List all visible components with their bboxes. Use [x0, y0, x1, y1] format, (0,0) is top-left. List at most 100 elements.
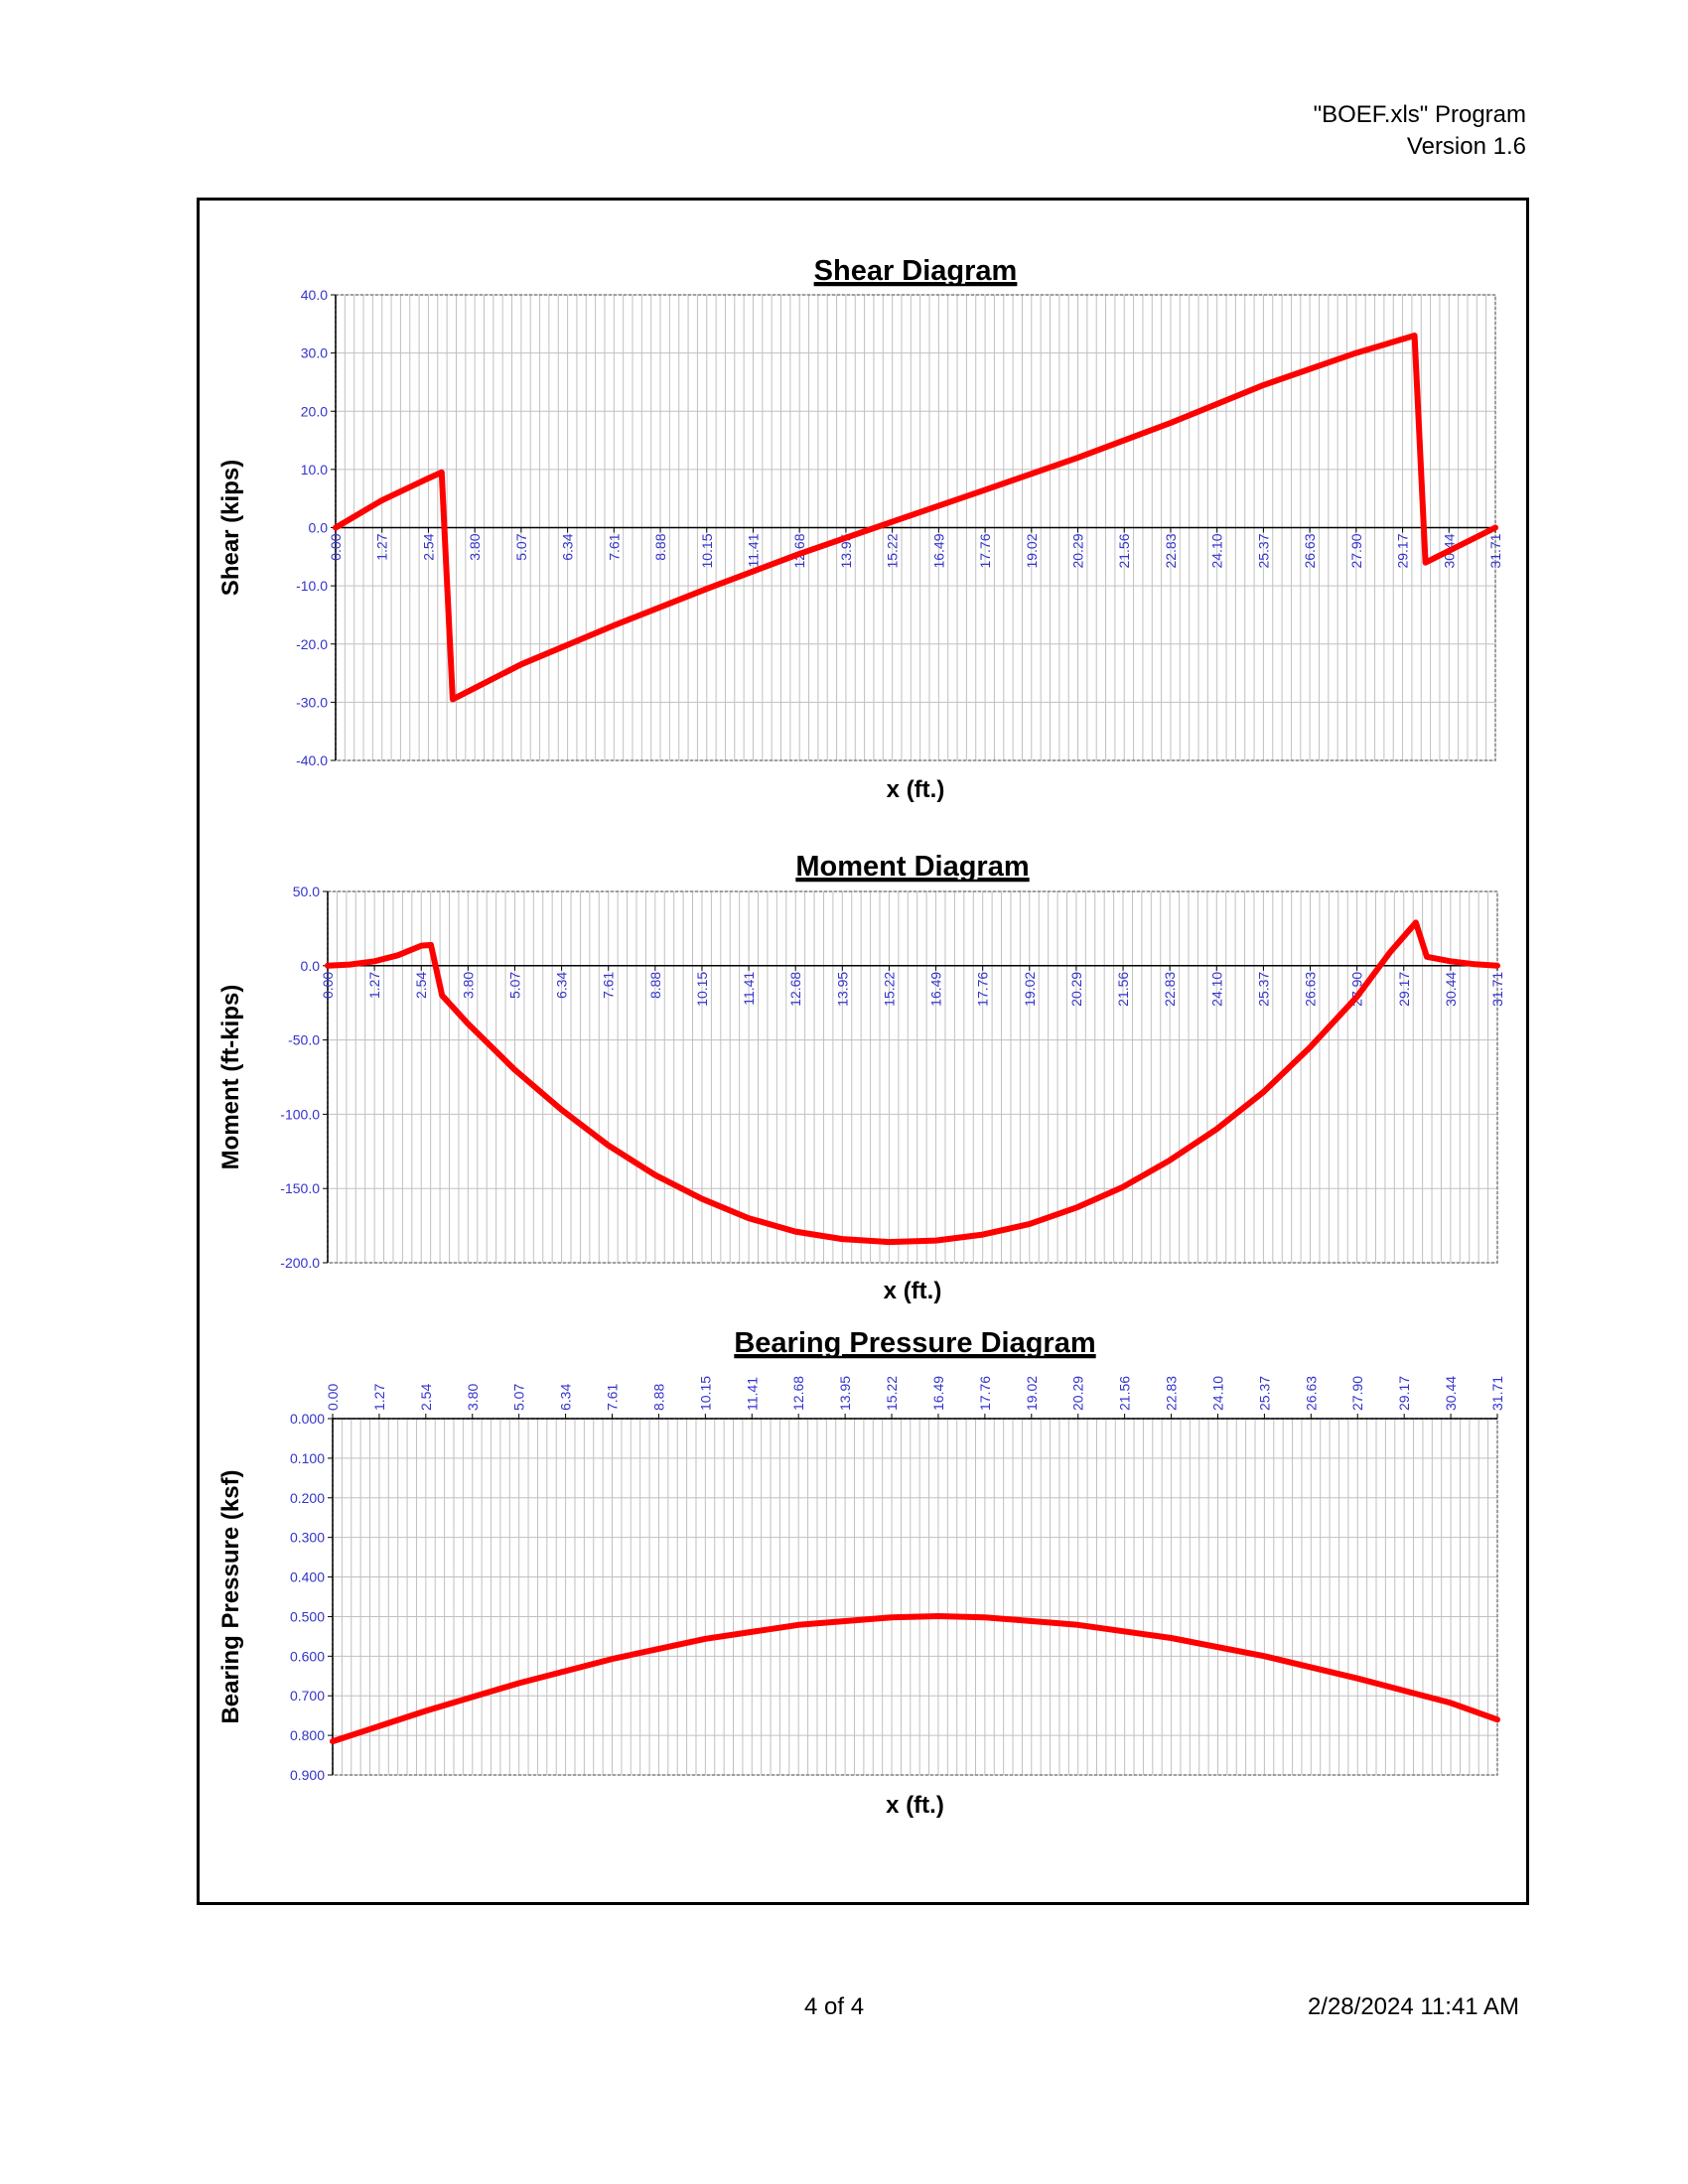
- x-tick-label: 29.17: [1396, 972, 1412, 1007]
- y-tick-label: 0.100: [290, 1450, 325, 1466]
- y-tick-label: -40.0: [296, 752, 328, 768]
- x-tick-label: 8.88: [652, 533, 668, 560]
- data-series-line: [330, 1613, 1500, 1745]
- x-tick-label: 21.56: [1117, 1376, 1133, 1411]
- y-tick-label: -50.0: [288, 1032, 320, 1048]
- x-tick-label: 3.80: [465, 1384, 481, 1411]
- x-tick-label: 31.71: [1487, 533, 1503, 568]
- x-tick-label: 6.34: [560, 533, 576, 560]
- chart-title: Moment Diagram: [795, 851, 1029, 883]
- x-tick-label: 20.29: [1068, 972, 1084, 1007]
- x-tick-label: 29.17: [1396, 1376, 1412, 1411]
- y-tick-label: -10.0: [296, 578, 328, 594]
- x-tick-label: 5.07: [511, 1384, 527, 1411]
- x-axis-label: x (ft.): [884, 1278, 942, 1304]
- x-tick-label: 2.54: [420, 533, 436, 560]
- x-tick-label: 11.41: [741, 972, 757, 1006]
- y-tick-label: 0.0: [301, 958, 321, 974]
- x-axis-label: x (ft.): [886, 1792, 944, 1819]
- x-axis-label: x (ft.): [887, 776, 945, 803]
- x-tick-label: 8.88: [650, 1384, 666, 1411]
- y-tick-label: -20.0: [296, 636, 328, 652]
- x-tick-label: 24.10: [1209, 1376, 1225, 1411]
- y-tick-label: -150.0: [280, 1180, 320, 1196]
- y-tick-label: 0.800: [290, 1727, 325, 1743]
- x-tick-label: 21.56: [1115, 972, 1131, 1007]
- x-tick-label: 20.29: [1070, 1376, 1086, 1411]
- x-tick-label: 2.54: [418, 1384, 434, 1411]
- x-tick-label: 24.10: [1209, 533, 1225, 568]
- x-tick-label: 1.27: [374, 533, 390, 560]
- x-tick-label: 26.63: [1303, 972, 1319, 1007]
- x-tick-label: 6.34: [554, 972, 570, 999]
- x-tick-label: 29.17: [1395, 533, 1411, 568]
- data-series-line: [333, 333, 1498, 703]
- plot-border: [332, 1418, 1498, 1776]
- y-tick-label: 0.000: [290, 1411, 325, 1427]
- y-tick-label: 0.400: [290, 1570, 325, 1585]
- y-axis-label: Moment (ft-kips): [217, 985, 244, 1170]
- x-tick-label: 19.02: [1024, 1376, 1040, 1411]
- shear-diagram: 40.0 30.0 20.0 10.0 0.0 -10.0 -20.0 -30.0 -40.0 0…: [217, 255, 1503, 803]
- x-tick-label: 25.37: [1256, 1376, 1272, 1411]
- x-tick-label: 1.27: [366, 972, 382, 999]
- x-tick-label: 13.95: [837, 1376, 853, 1411]
- x-tick-label: 11.41: [745, 533, 761, 567]
- chart-title: Shear Diagram: [814, 255, 1018, 287]
- x-tick-label: 10.15: [697, 1376, 713, 1411]
- y-tick-label: 30.0: [301, 345, 328, 361]
- x-tick-label: 27.90: [1348, 533, 1364, 568]
- x-tick-label: 0.00: [328, 533, 344, 560]
- y-axis-label: Shear (kips): [217, 460, 244, 596]
- x-tick-label: 17.76: [977, 1376, 993, 1411]
- x-tick-label: 7.61: [601, 972, 617, 999]
- x-tick-label: 6.34: [558, 1384, 574, 1411]
- x-tick-label: 16.49: [930, 1376, 946, 1411]
- x-tick-label: 16.49: [928, 972, 944, 1007]
- y-tick-label: 50.0: [293, 884, 320, 899]
- x-tick-label: 7.61: [606, 533, 622, 560]
- x-tick-label: 27.90: [1349, 1376, 1365, 1411]
- program-version: Version 1.6: [1406, 133, 1526, 160]
- x-tick-label: 15.22: [884, 1376, 900, 1411]
- y-tick-label: 0.300: [290, 1530, 325, 1546]
- y-axis-label: Bearing Pressure (ksf): [217, 1469, 244, 1723]
- data-series-line: [325, 919, 1500, 1246]
- x-tick-label: 10.15: [694, 972, 710, 1007]
- x-tick-label: 17.76: [977, 533, 993, 568]
- page-header: "BOEF.xls" Program Version 1.6: [1314, 99, 1526, 163]
- x-tick-label: 26.63: [1302, 533, 1318, 568]
- charts-frame: [197, 198, 1529, 1905]
- y-tick-label: 0.0: [309, 520, 329, 536]
- page-number: 4 of 4: [804, 1993, 865, 2020]
- x-tick-label: 22.83: [1163, 533, 1179, 568]
- x-tick-label: 24.10: [1208, 972, 1224, 1007]
- x-tick-label: 3.80: [460, 972, 476, 999]
- x-tick-label: 7.61: [605, 1384, 621, 1411]
- plot-border: [327, 890, 1498, 1264]
- x-tick-label: 3.80: [467, 533, 483, 560]
- x-tick-label: 13.95: [834, 972, 850, 1007]
- x-tick-label: 5.07: [513, 533, 529, 560]
- y-tick-label: 20.0: [301, 403, 328, 419]
- x-tick-label: 15.22: [885, 533, 901, 568]
- x-tick-label: 17.76: [975, 972, 991, 1007]
- x-tick-label: 16.49: [930, 533, 946, 568]
- chart-title: Bearing Pressure Diagram: [734, 1327, 1095, 1359]
- y-tick-label: -200.0: [280, 1255, 320, 1271]
- x-tick-label: 19.02: [1024, 533, 1040, 568]
- x-tick-label: 26.63: [1303, 1376, 1319, 1411]
- y-tick-label: 0.700: [290, 1688, 325, 1704]
- x-tick-label: 2.54: [413, 972, 429, 999]
- y-tick-label: -30.0: [296, 694, 328, 710]
- y-tick-label: -100.0: [280, 1106, 320, 1122]
- x-tick-label: 30.44: [1443, 972, 1459, 1007]
- x-tick-label: 21.56: [1116, 533, 1132, 568]
- x-tick-label: 1.27: [371, 1384, 387, 1411]
- x-tick-label: 30.44: [1443, 1376, 1459, 1411]
- x-tick-label: 12.68: [787, 972, 803, 1007]
- x-tick-label: 10.15: [699, 533, 715, 568]
- plot-gridlines: [327, 890, 1498, 1264]
- x-tick-label: 15.22: [881, 972, 897, 1007]
